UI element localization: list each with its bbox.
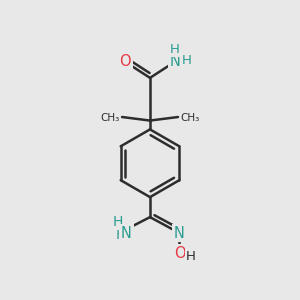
Text: H: H <box>112 215 123 229</box>
Text: O: O <box>174 246 185 261</box>
Text: N: N <box>169 54 181 69</box>
Text: H: H <box>186 250 196 263</box>
Text: H: H <box>170 43 180 56</box>
Text: O: O <box>119 54 131 69</box>
Text: N: N <box>174 226 185 241</box>
Text: H: H <box>116 227 126 242</box>
Text: CH₃: CH₃ <box>180 113 200 124</box>
Text: CH₃: CH₃ <box>100 113 120 124</box>
Text: H: H <box>181 54 191 67</box>
Text: N: N <box>121 226 132 241</box>
